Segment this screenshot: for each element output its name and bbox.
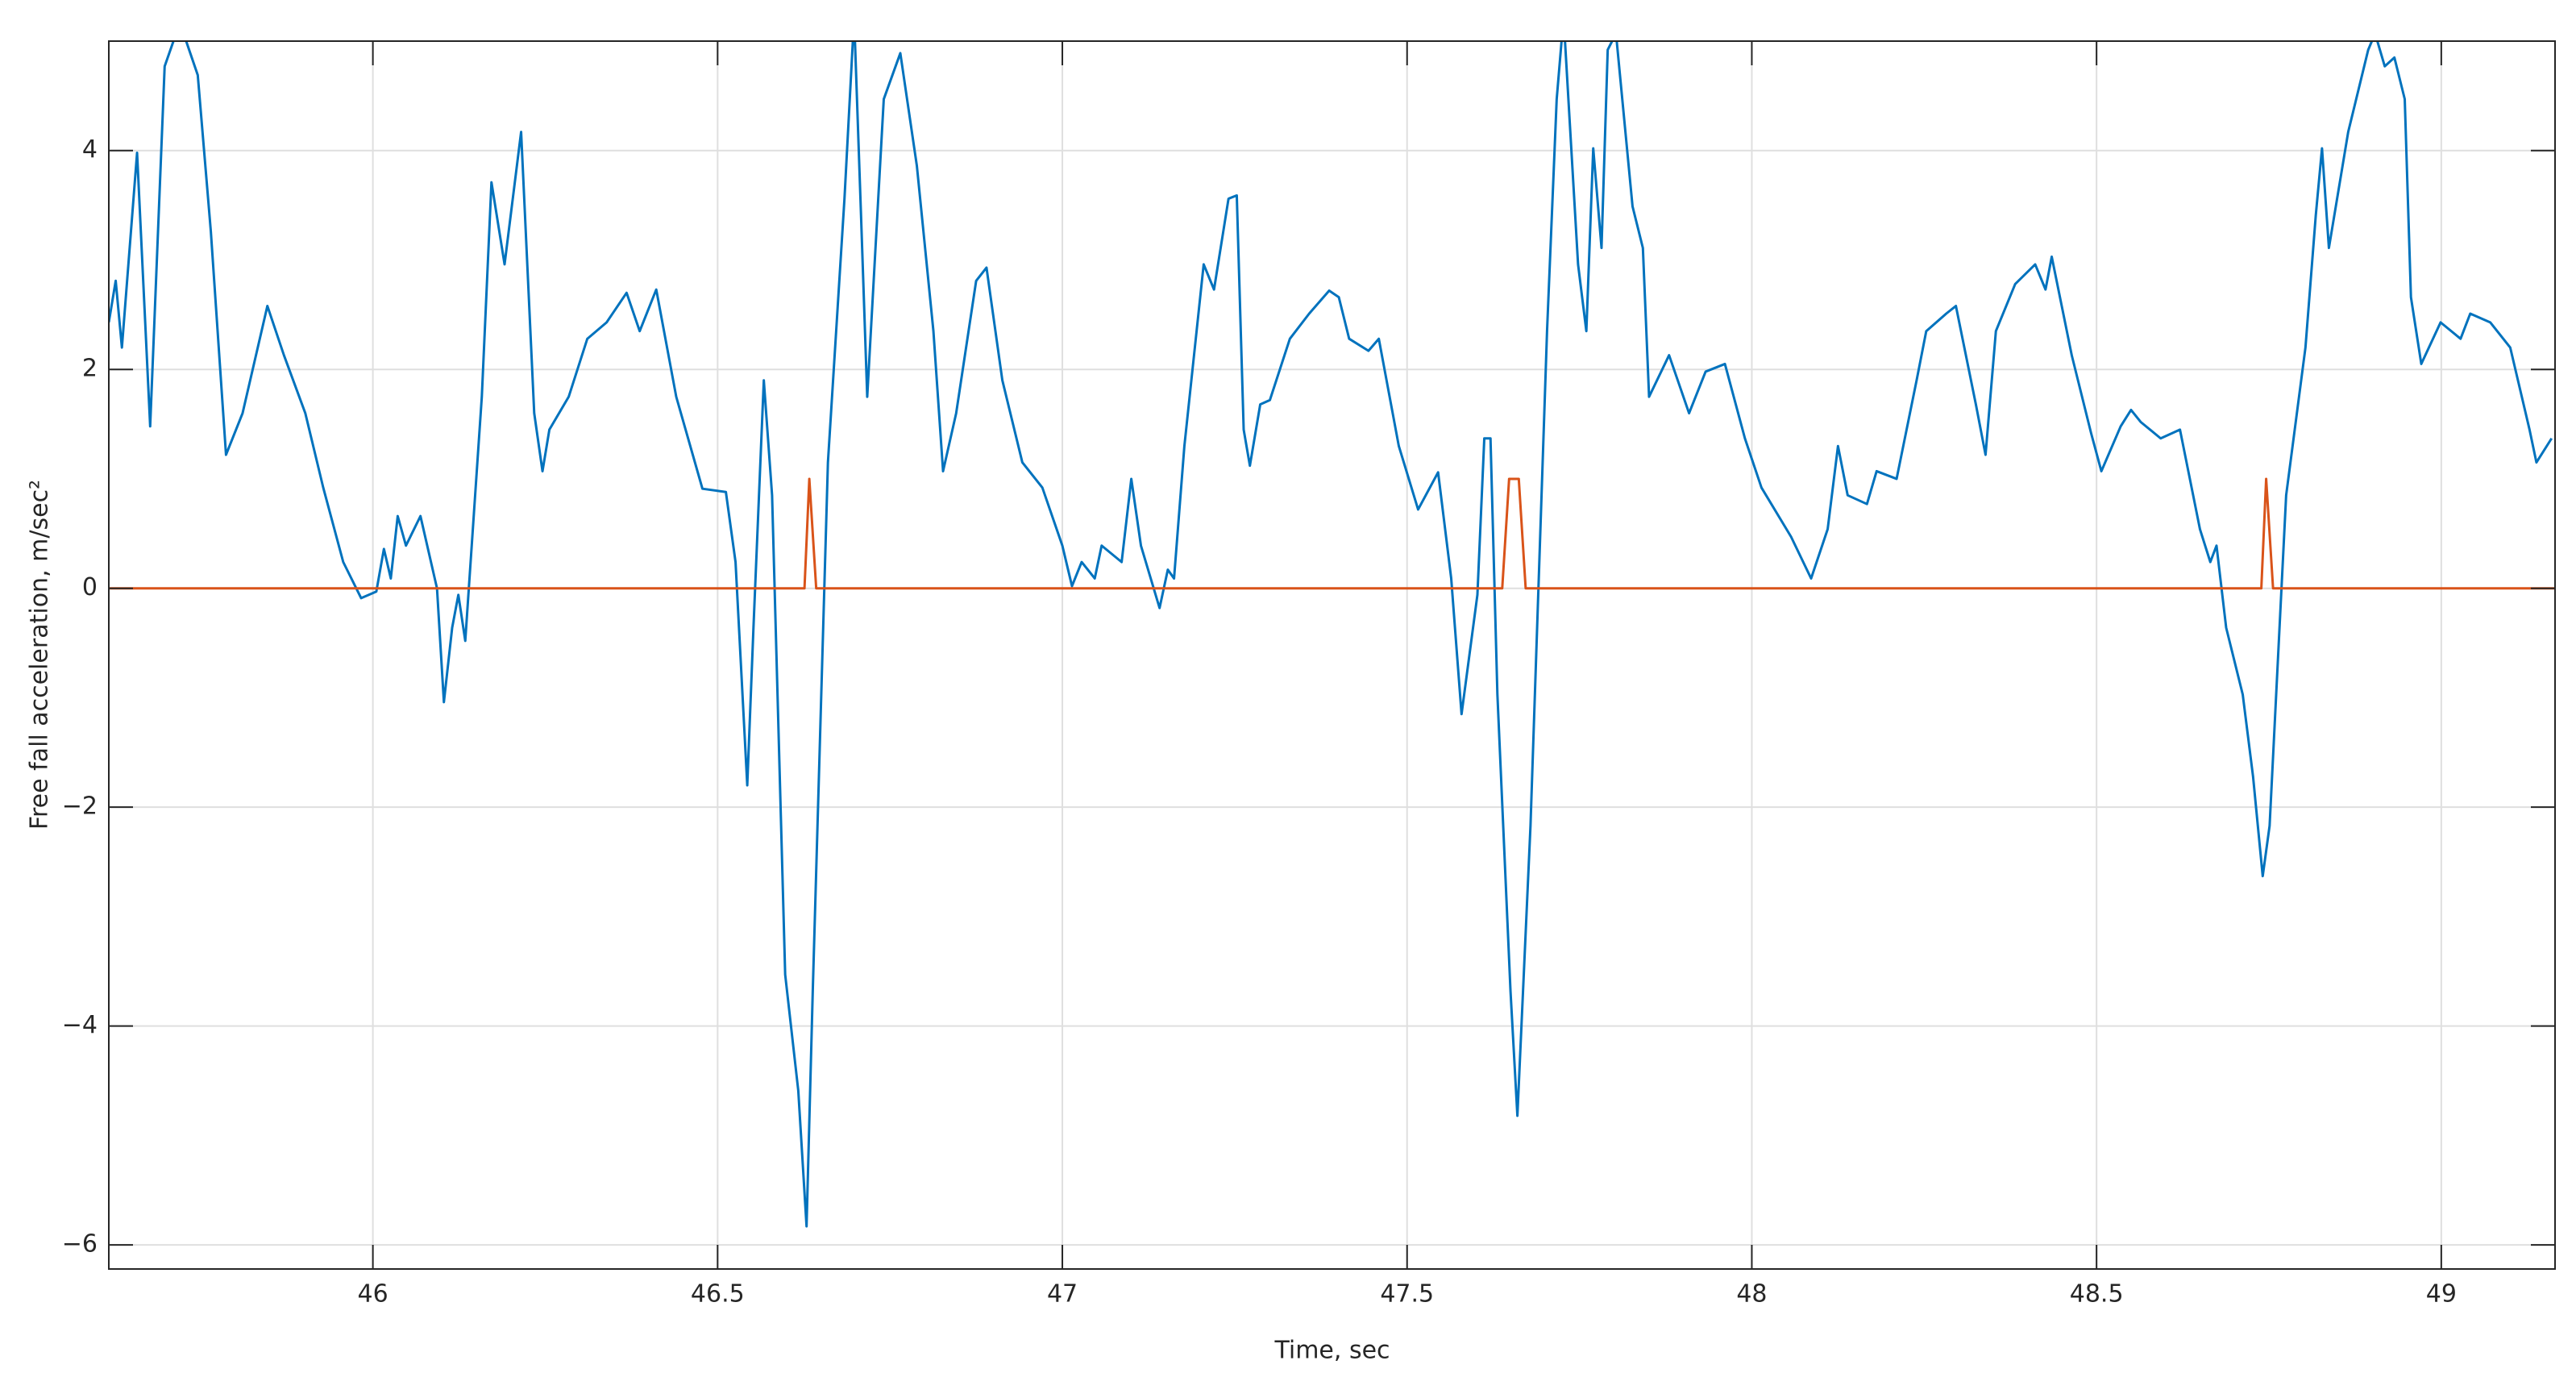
x-tick-label: 48 — [1736, 1280, 1767, 1309]
axes-box — [108, 40, 2556, 1270]
series-line — [109, 41, 2553, 1228]
x-axis-label: Time, sec — [1273, 1337, 1390, 1365]
lines — [109, 41, 2555, 1228]
x-tick-label: 48.5 — [2070, 1280, 2124, 1309]
plot-area — [109, 41, 2555, 1269]
y-tick-label: −2 — [62, 793, 98, 821]
x-tick-label: 46 — [358, 1280, 388, 1309]
series-line — [109, 477, 2555, 590]
y-tick-label: 0 — [82, 573, 98, 601]
y-tick-label: −4 — [62, 1011, 98, 1039]
x-tick-label: 46.5 — [691, 1280, 745, 1309]
x-tick-label: 49 — [2426, 1280, 2457, 1309]
y-tick-label: 4 — [82, 135, 98, 164]
y-axis-label: Free fall acceleration, m/sec² — [26, 480, 54, 830]
x-tick-label: 47 — [1047, 1280, 1078, 1309]
y-tick-label: −6 — [62, 1230, 98, 1259]
ticks: 46 46.5 47 47.5 48 48.5 49 −6 −4 −2 0 2 4 — [62, 41, 2555, 1309]
x-tick-label: 47.5 — [1380, 1280, 1434, 1309]
y-tick-label: 2 — [82, 355, 98, 383]
